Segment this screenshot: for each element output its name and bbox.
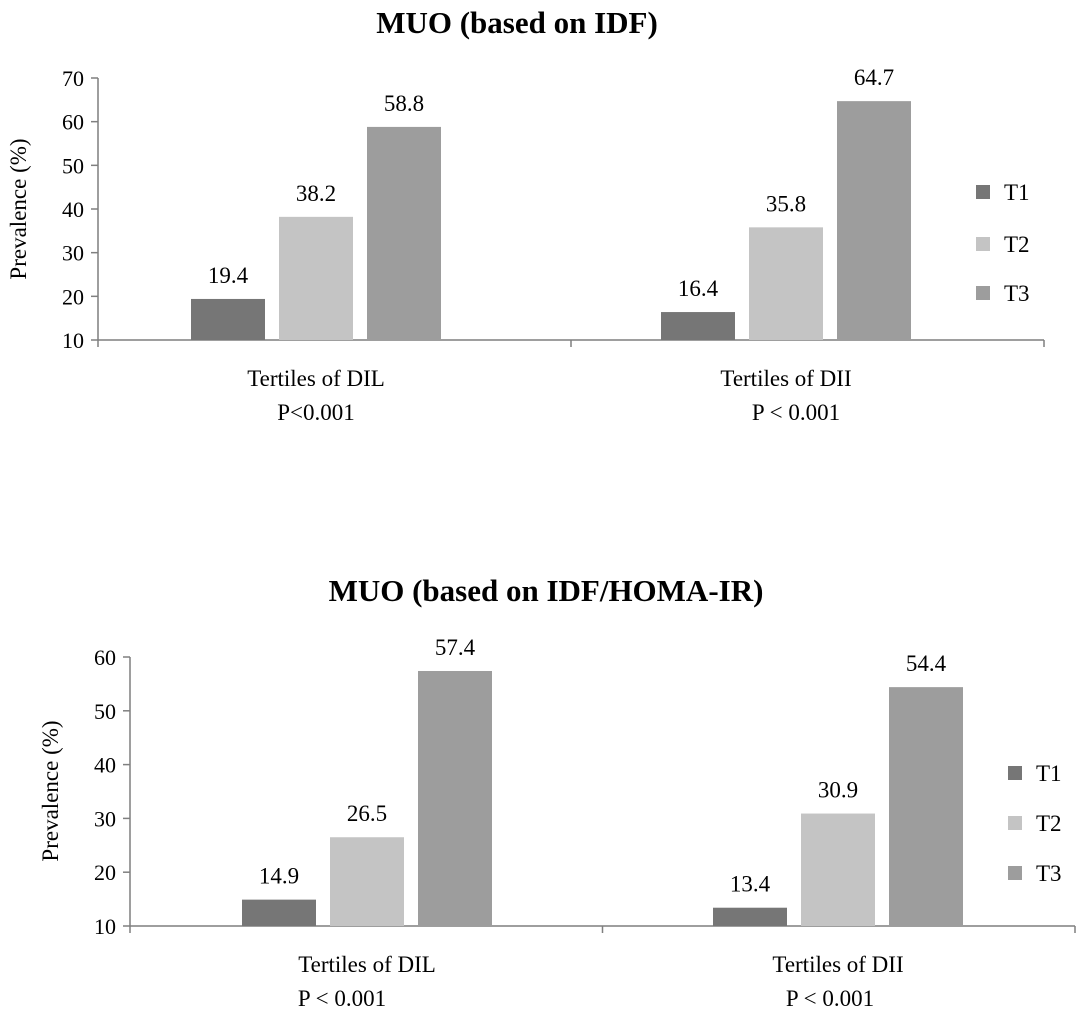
chart1-data-label: 38.2 xyxy=(296,181,336,206)
chart2-legend-label-t1: T1 xyxy=(1036,761,1062,786)
chart2-bar-t1-2 xyxy=(713,907,787,926)
chart1-data-label: 64.7 xyxy=(854,65,894,90)
chart1-y-tick-label: 40 xyxy=(62,197,84,222)
chart1-data-label: 16.4 xyxy=(678,276,719,301)
chart1-y-tick-label: 70 xyxy=(62,66,84,91)
chart1-legend-swatch-t3 xyxy=(976,286,990,300)
chart1-legend-swatch-t1 xyxy=(976,185,990,199)
chart2-legend-swatch-t1 xyxy=(1008,766,1022,780)
chart1-y-tick-label: 50 xyxy=(62,153,84,178)
chart2-y-tick-label: 20 xyxy=(94,860,116,885)
chart2-legend-swatch-t3 xyxy=(1008,866,1022,880)
chart1-y-tick-label: 10 xyxy=(62,328,84,353)
chart2-data-label: 26.5 xyxy=(347,801,387,826)
chart2-legend-swatch-t2 xyxy=(1008,816,1022,830)
chart1-data-label: 19.4 xyxy=(208,263,249,288)
chart2-bar-t3-1 xyxy=(418,670,492,926)
chart2-data-label: 57.4 xyxy=(435,635,476,660)
chart2-bar-t3-2 xyxy=(889,687,963,926)
chart1-bar-t1-1 xyxy=(191,298,265,340)
chart2-category-label: Tertiles of DIL xyxy=(298,952,436,977)
chart2-p-value: P < 0.001 xyxy=(786,986,874,1011)
chart2-data-label: 13.4 xyxy=(730,872,771,897)
chart1-bar-t3-1 xyxy=(367,126,441,340)
chart1-bar-t2-2 xyxy=(749,227,823,340)
chart1-title: MUO (based on IDF) xyxy=(376,5,658,40)
chart1-category-label: Tertiles of DIL xyxy=(247,366,385,391)
chart1-data-label: 58.8 xyxy=(384,91,424,116)
chart1-y-axis-label: Prevalence (%) xyxy=(6,138,31,279)
chart2-y-tick-label: 10 xyxy=(94,914,116,939)
chart1-y-tick-label: 30 xyxy=(62,241,84,266)
chart2-legend-label-t2: T2 xyxy=(1036,811,1062,836)
chart2-y-tick-label: 60 xyxy=(94,645,116,670)
chart1-data-label: 35.8 xyxy=(766,191,806,216)
chart1-p-value: P<0.001 xyxy=(277,400,355,425)
chart2-y-axis-label: Prevalence (%) xyxy=(38,720,63,861)
chart2-y-tick-label: 40 xyxy=(94,753,116,778)
chart1-bar-t2-1 xyxy=(279,216,353,340)
chart2-y-tick-label: 30 xyxy=(94,806,116,831)
chart1-bar-t1-2 xyxy=(661,312,735,340)
chart2-bar-t2-2 xyxy=(801,813,875,926)
chart2-data-label: 14.9 xyxy=(259,864,299,889)
chart2-bar-t2-1 xyxy=(330,837,404,926)
chart2-y-tick-label: 50 xyxy=(94,699,116,724)
chart1: MUO (based on IDF) 10 20 30 40 50 60 70 Prevalen… xyxy=(6,5,1045,425)
chart1-p-value: P < 0.001 xyxy=(752,400,840,425)
chart2-title: MUO (based on IDF/HOMA-IR) xyxy=(329,573,764,608)
chart2-data-label: 54.4 xyxy=(906,651,947,676)
chart1-category-label: Tertiles of DII xyxy=(720,366,851,391)
chart1-y-tick-label: 20 xyxy=(62,284,84,309)
chart2-p-value: P < 0.001 xyxy=(298,986,386,1011)
chart1-legend-label-t3: T3 xyxy=(1004,281,1030,306)
chart2-category-label: Tertiles of DII xyxy=(772,952,903,977)
chart2-legend-label-t3: T3 xyxy=(1036,861,1062,886)
chart2-data-label: 30.9 xyxy=(818,778,858,803)
chart1-bar-t3-2 xyxy=(837,101,911,340)
chart1-legend-label-t2: T2 xyxy=(1004,232,1030,257)
chart2-bar-t1-1 xyxy=(242,899,316,926)
chart1-legend-swatch-t2 xyxy=(976,237,990,251)
chart1-y-tick-label: 60 xyxy=(62,110,84,135)
chart2: MUO (based on IDF/HOMA-IR) 10 20 30 40 50 60 Pr… xyxy=(38,573,1076,1011)
chart1-legend-label-t1: T1 xyxy=(1004,180,1030,205)
